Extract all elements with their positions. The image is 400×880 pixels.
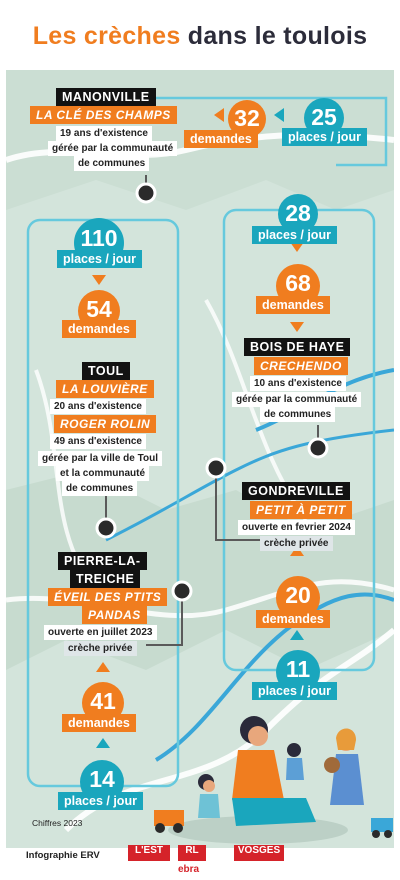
pt-info1: ouverte en juillet 2023	[44, 625, 157, 640]
toul-places-value: 110	[80, 225, 118, 251]
bdh-town: BOIS DE HAYE	[244, 338, 351, 356]
arrow-toul-1	[92, 275, 106, 285]
arrow-mv-blue	[274, 108, 284, 122]
pt-name2: PANDAS	[82, 606, 147, 624]
toul-info1: 20 ans d'existence	[50, 399, 146, 414]
pt-town2: TREICHE	[70, 570, 141, 588]
dot-manonville	[135, 182, 157, 204]
map-area: 25 places / jour 32 demandes MANONVILLE …	[6, 70, 394, 848]
toul-info5: de communes	[62, 481, 138, 496]
bdh-demandes-unit: demandes	[256, 296, 330, 314]
arrow-bdh-2	[290, 322, 304, 332]
pt-places-value: 14	[89, 766, 115, 792]
pt-town1: PIERRE-LA-	[58, 552, 147, 570]
dot-toul	[95, 517, 117, 539]
gv-name: PETIT À PETIT	[250, 501, 352, 519]
mv-info1: 19 ans d'existence	[56, 126, 152, 141]
arrow-mv-orange	[214, 108, 224, 122]
toul-name1: LA LOUVIÈRE	[56, 380, 154, 398]
arrow-pt-2	[96, 738, 110, 748]
gv-places-value: 11	[285, 656, 311, 682]
toul-demandes-unit: demandes	[62, 320, 136, 338]
gv-demandes-value: 20	[285, 582, 311, 608]
logo-rl-text: RL	[185, 845, 199, 856]
arrow-gv-1	[290, 546, 304, 556]
mv-places-value: 25	[311, 104, 337, 130]
pt-name1: ÉVEIL DES PTITS	[48, 588, 168, 606]
pt-demandes-value: 41	[90, 688, 116, 714]
toul-town: TOUL	[82, 362, 130, 380]
mv-info2: gérée par la communauté	[48, 141, 178, 156]
bdh-info1: 10 ans d'existence	[250, 376, 346, 391]
title-part2: dans le toulois	[187, 22, 368, 50]
arrow-gv-2	[290, 630, 304, 640]
bdh-info3: de communes	[260, 407, 336, 422]
arrow-pt-1	[96, 662, 110, 672]
title-part1: Les crèches	[32, 22, 181, 50]
source-note: Chiffres 2023	[32, 818, 83, 828]
logo-rl: RL	[178, 845, 206, 861]
mv-town: MANONVILLE	[56, 88, 156, 106]
logo-vosges: VOSGES	[234, 845, 284, 861]
credit: Infographie ERV	[26, 850, 100, 861]
toul-name2: ROGER ROLIN	[54, 415, 157, 433]
mv-info3: de communes	[74, 156, 150, 171]
bdh-name: CRECHENDO	[254, 357, 348, 375]
toul-info2: 49 ans d'existence	[50, 434, 146, 449]
mv-name: LA CLÉ DES CHAMPS	[30, 106, 177, 124]
gv-info1: ouverte en fevrier 2024	[238, 520, 355, 535]
pt-demandes-unit: demandes	[62, 714, 136, 732]
toul-demandes-value: 54	[86, 296, 112, 322]
logo-ebra: ebra	[178, 864, 200, 875]
arrow-bdh-1	[290, 242, 304, 252]
gv-info2: crèche privée	[260, 536, 333, 551]
mv-demandes-unit: demandes	[184, 130, 258, 148]
mv-demandes-value: 32	[234, 105, 260, 131]
logo-lest: L'EST	[128, 845, 170, 861]
dot-gondreville	[205, 457, 227, 479]
bdh-places-value: 28	[285, 200, 311, 226]
toul-info3: gérée par la ville de Toul	[38, 451, 162, 466]
pt-places-unit: places / jour	[58, 792, 143, 810]
toul-places-unit: places / jour	[57, 250, 142, 268]
bdh-demandes-value: 68	[285, 270, 311, 296]
logo-lest-text: L'EST	[135, 845, 163, 856]
gv-demandes-unit: demandes	[256, 610, 330, 628]
gv-places-unit: places / jour	[252, 682, 337, 700]
page-title: Les crèches dans le toulois	[0, 22, 400, 51]
family-illustration	[154, 716, 393, 844]
bdh-info2: gérée par la communauté	[232, 392, 362, 407]
dot-pierre	[171, 580, 193, 602]
mv-places-unit: places / jour	[282, 128, 367, 146]
pt-info2: crèche privée	[64, 641, 137, 656]
bdh-places-unit: places / jour	[252, 226, 337, 244]
gv-town: GONDREVILLE	[242, 482, 350, 500]
toul-info4: et la communauté	[56, 466, 150, 481]
dot-bdh	[307, 437, 329, 459]
logo-vosges-text: VOSGES	[237, 845, 281, 856]
